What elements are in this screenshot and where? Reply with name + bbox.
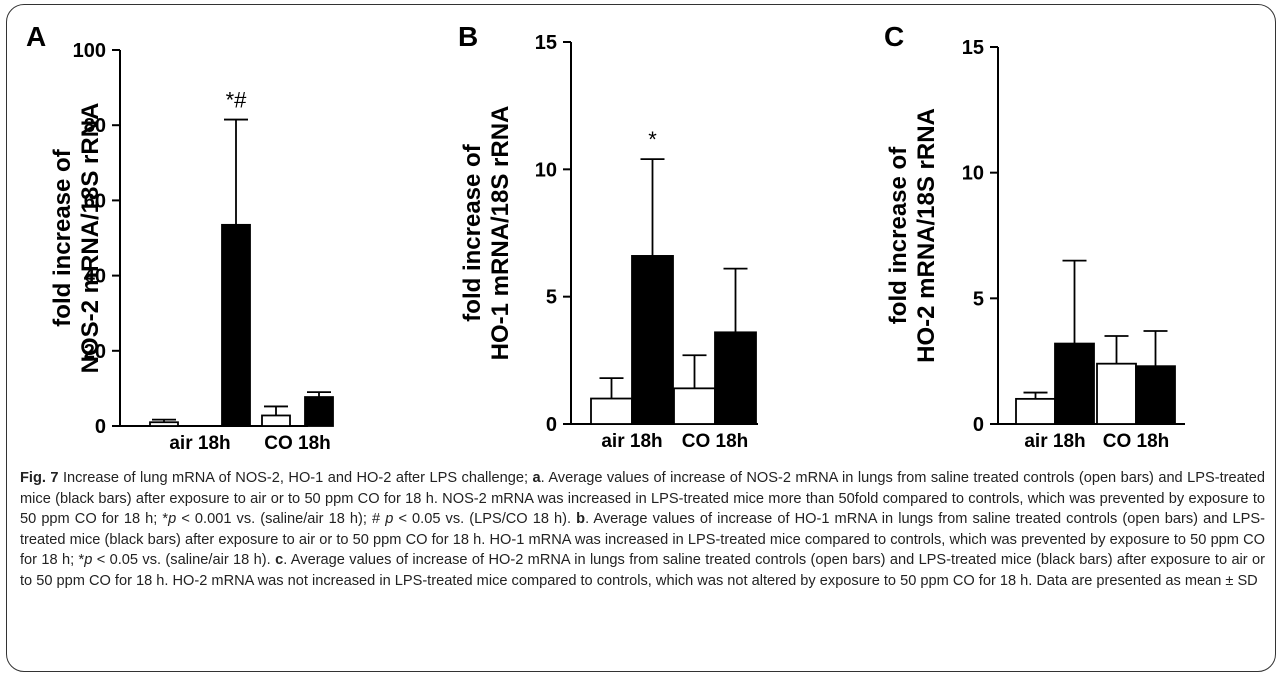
- category-label: air 18h: [1024, 431, 1085, 452]
- caption-fig-label: Fig. 7: [20, 470, 59, 486]
- figure-caption: Fig. 7 Increase of lung mRNA of NOS-2, H…: [20, 468, 1265, 591]
- y-axis-title-line: HO-2 mRNA/18S rRNA: [913, 108, 940, 363]
- significance-mark: *: [648, 127, 657, 152]
- caption-segment: < 0.05 vs. (saline/air 18 h).: [92, 552, 276, 568]
- y-tick-label: 10: [535, 159, 557, 181]
- y-axis-title: fold increase of HO-2 mRNA/18S rRNA: [885, 108, 940, 363]
- y-axis-title-line: NOS-2 mRNA/18S rRNA: [77, 103, 104, 374]
- y-tick-label: 40: [84, 266, 106, 288]
- significance-mark: *#: [226, 88, 248, 113]
- bar: [631, 255, 674, 425]
- panel-letter: B: [458, 21, 478, 52]
- bar: [304, 396, 334, 427]
- caption-segment: a: [532, 470, 541, 486]
- bar: [1054, 342, 1095, 425]
- caption-segment: . Average values of increase of HO-2 mRN…: [20, 552, 1266, 589]
- caption-segment: Increase of lung mRNA of NOS-2, HO-1 and…: [58, 470, 533, 486]
- category-label: CO 18h: [682, 431, 749, 452]
- bar: [221, 223, 251, 427]
- bar: [673, 387, 716, 425]
- caption-segment: p: [385, 511, 394, 527]
- y-axis-title: fold increase of NOS-2 mRNA/18S rRNA: [49, 103, 104, 374]
- bar: [1015, 397, 1056, 425]
- caption-segment: p: [168, 511, 177, 527]
- y-tick-label: 20: [84, 341, 106, 363]
- y-axis-title-line: fold increase of: [885, 146, 912, 324]
- y-tick-label: 60: [84, 190, 106, 212]
- figure-frame: [6, 4, 1276, 672]
- category-label: CO 18h: [1103, 431, 1170, 452]
- y-tick-label: 0: [95, 416, 106, 438]
- y-tick-label: 80: [84, 115, 106, 137]
- y-axis-title: fold increase of HO-1 mRNA/18S rRNA: [459, 106, 514, 361]
- y-tick-label: 15: [962, 37, 984, 59]
- bar: [1096, 362, 1137, 425]
- bar: [1135, 365, 1176, 425]
- caption-segment: b: [576, 511, 586, 527]
- category-label: air 18h: [169, 433, 230, 454]
- y-tick-label: 10: [962, 163, 984, 185]
- category-label: CO 18h: [264, 433, 331, 454]
- panel-letter: A: [26, 21, 46, 52]
- category-label: air 18h: [601, 431, 662, 452]
- bar: [590, 397, 633, 425]
- y-axis-title-line: HO-1 mRNA/18S rRNA: [487, 106, 514, 361]
- y-axis-title-line: fold increase of: [49, 148, 76, 326]
- y-tick-label: 15: [535, 32, 557, 54]
- bar: [149, 421, 179, 427]
- y-tick-label: 0: [973, 414, 984, 436]
- bar: [714, 331, 757, 425]
- panel-letter: C: [884, 21, 904, 52]
- bar: [261, 414, 291, 427]
- caption-segment: p: [84, 552, 93, 568]
- y-tick-label: 100: [73, 40, 106, 62]
- y-tick-label: 5: [546, 287, 557, 309]
- caption-segment: < 0.05 vs. (LPS/CO 18 h).: [393, 511, 577, 527]
- y-tick-label: 0: [546, 414, 557, 436]
- y-axis-title-line: fold increase of: [459, 143, 486, 321]
- caption-segment: . Average values of increase of NOS-2 mR…: [20, 470, 1266, 527]
- caption-segment: < 0.001 vs. (saline/air 18 h); #: [176, 511, 386, 527]
- caption-segment: . Average values of increase of HO-1 mRN…: [20, 511, 1265, 568]
- caption-segment: c: [275, 552, 284, 568]
- y-tick-label: 5: [973, 288, 984, 310]
